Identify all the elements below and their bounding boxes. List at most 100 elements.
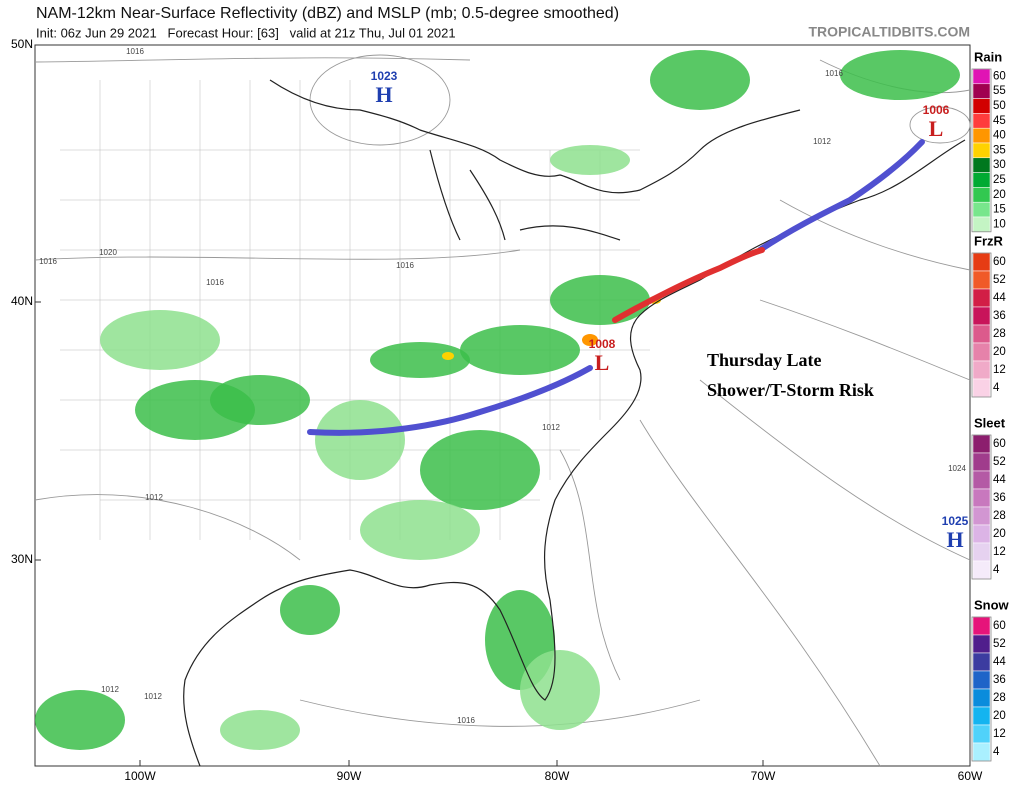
isobar-label: 1016 (126, 47, 144, 56)
pressure-value: 1025 (942, 514, 969, 528)
legend-level: 12 (993, 728, 1006, 740)
legend-swatch (972, 98, 991, 114)
legend-swatch (972, 470, 991, 490)
pressure-symbol: H (946, 527, 963, 552)
legend-level: 28 (993, 692, 1006, 704)
isobar-label: 1012 (813, 137, 831, 146)
lon-label: 60W (958, 769, 983, 783)
legend-swatch (972, 706, 991, 726)
legend-swatch (972, 360, 991, 380)
legend-swatch (972, 506, 991, 526)
legend-level: 44 (993, 292, 1006, 304)
legend-level: 4 (993, 746, 1000, 758)
legend-swatch (972, 542, 991, 562)
legend-level: 40 (993, 130, 1006, 142)
isobar-label: 1016 (39, 257, 57, 266)
legend-level: 28 (993, 510, 1006, 522)
legend-level: 35 (993, 144, 1006, 156)
lat-label: 40N (11, 294, 33, 308)
legend-swatch (972, 742, 991, 762)
legend-level: 60 (993, 70, 1006, 82)
legend-swatch (972, 142, 991, 159)
legend-swatch (972, 634, 991, 654)
map: Thursday Late Shower/T-Storm Risk (34, 44, 971, 767)
legend-swatch (972, 342, 991, 362)
isobar-label: 1024 (948, 464, 966, 473)
legend-swatch (972, 324, 991, 344)
legend-level: 20 (993, 710, 1006, 722)
legend-level: 28 (993, 328, 1006, 340)
isobar-label: 1016 (206, 278, 224, 287)
isobar-label: 1012 (542, 423, 560, 432)
legend-level: 44 (993, 656, 1006, 668)
pressure-value: 1023 (371, 69, 398, 83)
legend-level: 15 (993, 204, 1006, 216)
legend-frame (971, 434, 992, 580)
legend-title: FrzR (974, 233, 1004, 248)
legend-swatch (972, 616, 991, 636)
isobar-label: 1020 (99, 248, 117, 257)
legend-swatch (972, 434, 991, 454)
legend-swatch (972, 187, 991, 203)
legend-swatch (972, 560, 991, 580)
legend-swatch (972, 524, 991, 544)
legend-level: 4 (993, 382, 1000, 394)
legend-swatch (972, 688, 991, 708)
legend-swatch (972, 172, 991, 188)
legend-level: 60 (993, 620, 1006, 632)
legend-level: 52 (993, 638, 1006, 650)
legend-level: 30 (993, 159, 1006, 171)
isobar-label: 1016 (396, 261, 414, 270)
legend-level: 36 (993, 674, 1006, 686)
legend-level: 10 (993, 218, 1006, 230)
title: NAM-12km Near-Surface Reflectivity (dBZ)… (36, 5, 619, 22)
legend-swatch (972, 724, 991, 744)
lon-label: 80W (545, 769, 570, 783)
lon-label: 100W (124, 769, 156, 783)
legend-swatch (972, 68, 991, 85)
legend-title: Sleet (974, 415, 1006, 430)
lon-label: 90W (337, 769, 362, 783)
pressure-symbol: H (375, 82, 392, 107)
legend-swatch (972, 488, 991, 508)
legend-swatch (972, 306, 991, 326)
subtitle: Init: 06z Jun 29 2021 Forecast Hour: [63… (36, 25, 456, 40)
legend-swatch (972, 670, 991, 690)
legend-level: 52 (993, 456, 1006, 468)
legend-level: 45 (993, 115, 1006, 127)
legend-level: 12 (993, 546, 1006, 558)
lon-label: 70W (751, 769, 776, 783)
legend-level: 12 (993, 364, 1006, 376)
annotation: Shower/T-Storm Risk (707, 380, 874, 400)
legend-level: 50 (993, 100, 1006, 112)
isobar-label: 1012 (145, 493, 163, 502)
legend-swatch (972, 452, 991, 472)
legend-swatch (972, 652, 991, 672)
legend-level: 60 (993, 256, 1006, 268)
pressure-value: 1006 (923, 103, 950, 117)
legend-level: 36 (993, 310, 1006, 322)
legend-level: 36 (993, 492, 1006, 504)
legend-swatch (972, 113, 991, 129)
fronts (307, 139, 925, 436)
legend-level: 44 (993, 474, 1006, 486)
source: TROPICALTIDBITS.COM (808, 24, 970, 40)
legend-swatch (972, 270, 991, 290)
legend-swatch (972, 252, 991, 272)
pressure-value: 1008 (589, 337, 616, 351)
isobar-label: 1016 (825, 69, 843, 78)
isobar-label: 1016 (457, 716, 475, 725)
legend-level: 55 (993, 85, 1006, 97)
legend-swatch (972, 288, 991, 308)
legend-title: Snow (974, 597, 1010, 612)
lat-label: 30N (11, 552, 33, 566)
legend-level: 20 (993, 346, 1006, 358)
legend-level: 20 (993, 528, 1006, 540)
legend-frame (971, 616, 992, 762)
legend-level: 60 (993, 438, 1006, 450)
legend-level: 52 (993, 274, 1006, 286)
legend-swatch (972, 216, 991, 233)
legend-swatch (972, 83, 991, 99)
legend-swatch (972, 201, 991, 218)
